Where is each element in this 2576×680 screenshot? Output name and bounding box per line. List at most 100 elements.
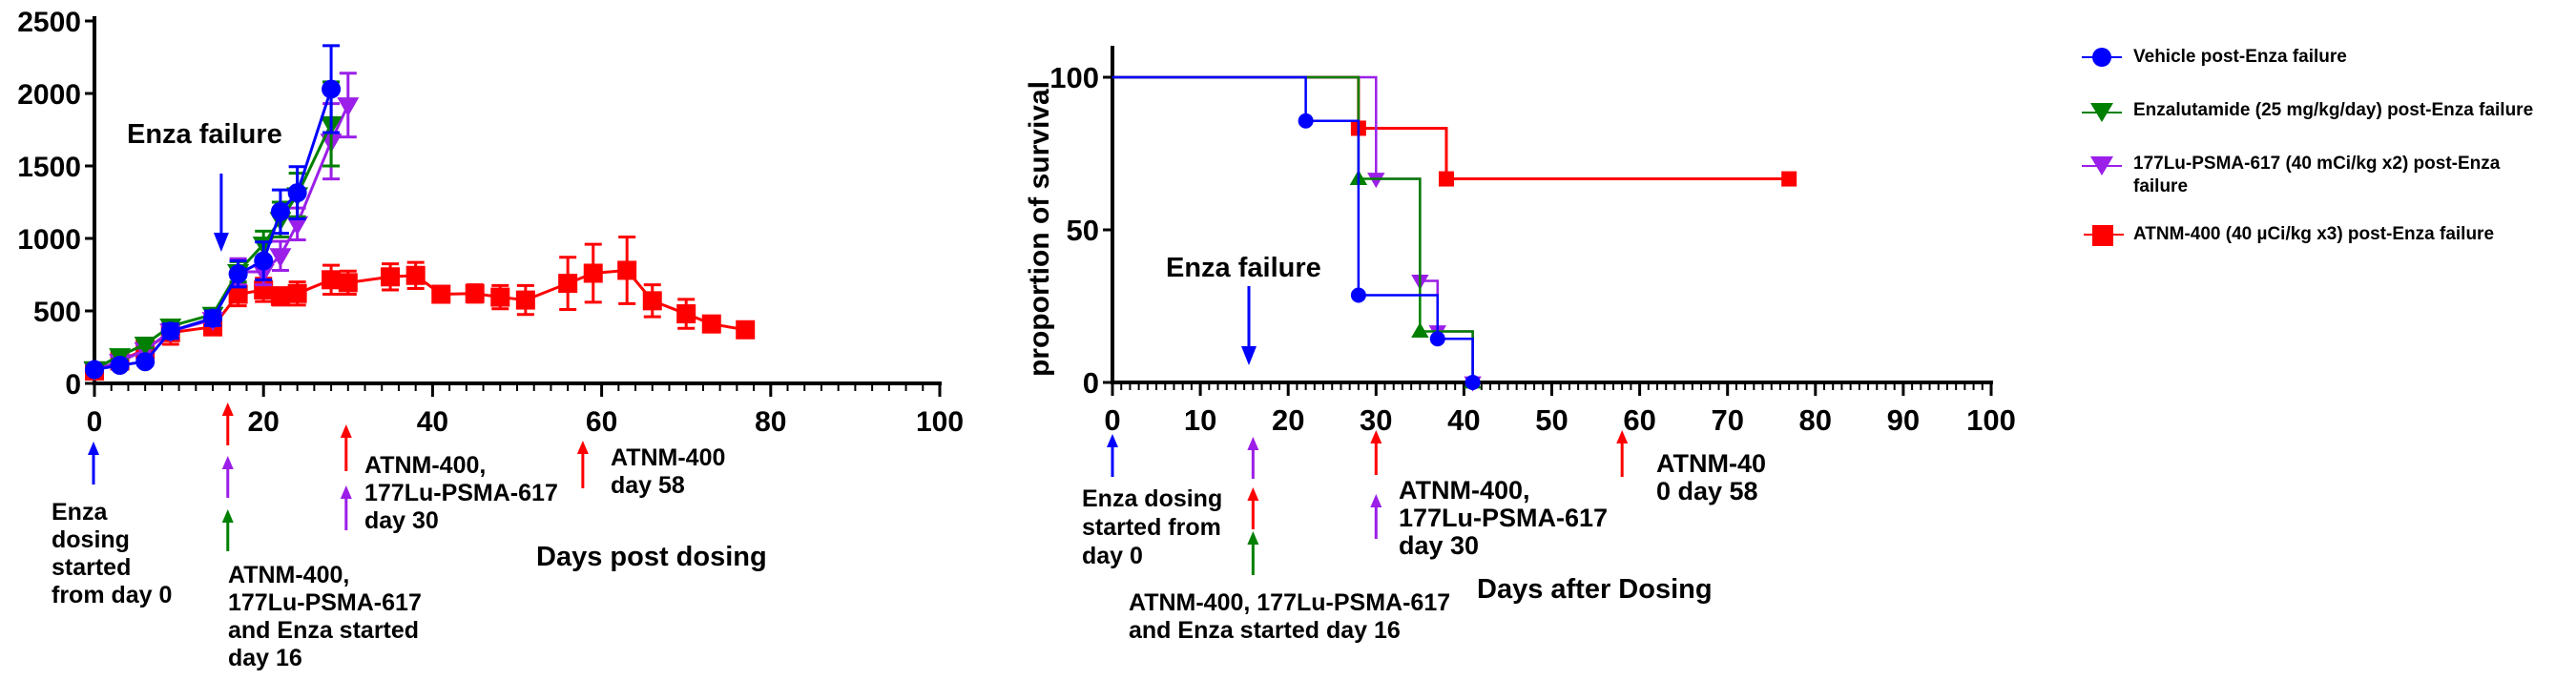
data-point [203,308,223,328]
x-tick-label: 20 [1272,403,1304,437]
arrow-day16-lu177-head [221,456,234,469]
data-point [736,319,756,340]
km-event-marker [1411,321,1429,338]
data-point [676,304,696,324]
arrow-day0-vehicle-head [1107,434,1118,447]
y-tick-label: 100 [1049,61,1099,94]
x-tick-label: 60 [1623,403,1655,437]
x-tick-label: 90 [1887,403,1920,437]
y-tick-label: 2000 [17,79,81,111]
annotation-day58-line: 0 day 58 [1656,477,1758,505]
annotation-day58-line: ATNM-400 [611,444,725,471]
x-tick-label: 80 [755,406,786,438]
x-tick-label: 10 [1184,403,1216,437]
legend-item-atnm400: ATNM-400 (40 µCi/kg x3) post-Enza failur… [2080,223,2576,252]
annotation-day58-line: day 58 [611,472,685,499]
x-tick-label: 80 [1799,403,1832,437]
annotation-day16-line: ATNM-400, [228,562,349,588]
data-point [701,314,721,334]
data-point [286,216,309,236]
arrow-day16-atnm400-head [221,402,234,416]
data-point [322,79,342,99]
x-tick-label: 100 [916,406,964,438]
km-event-marker [1465,375,1481,390]
legend-label: Enzalutamide (25 mg/kg/day) post-Enza fa… [2133,100,2534,120]
km-event-marker [1367,173,1385,189]
annotation-day16-line: and Enza started [228,617,419,644]
triangle-down-marker-icon [2082,156,2122,175]
enza-failure-arrow-head [213,233,229,252]
data-point [85,360,104,380]
arrow-day0-vehicle-head [88,442,99,455]
annotation-day16-line: 177Lu-PSMA-617 [228,589,422,616]
data-point [135,352,156,372]
data-point [110,356,130,375]
triangle-down-marker-icon [2082,103,2122,122]
legend-label: 177Lu-PSMA-617 (40 mCi/kg x2) post-Enza … [2133,154,2501,196]
data-point [254,251,274,271]
km-curve-atnm400 [1112,75,1790,181]
x-axis-title: Days after Dosing [1477,574,1713,605]
km-series-atnm400 [1112,75,1797,187]
data-point [583,263,603,283]
data-point [270,286,290,306]
annotation-day0-line: Enza [52,499,108,525]
enza-failure-label: Enza failure [1166,253,1321,283]
data-point [269,248,292,268]
x-tick-label: 20 [248,406,280,438]
data-point [381,267,401,287]
x-tick-label: 50 [1535,403,1568,437]
y-tick-label: 50 [1067,214,1099,247]
arrow-day16-lu177-head [1247,437,1259,450]
km-series-lu177 [1112,75,1482,392]
annotation-day30-line: 177Lu-PSMA-617 [1399,504,1608,532]
annotation-day30-line: ATNM-400, [1399,476,1530,505]
data-point [287,183,307,203]
data-point [431,284,451,304]
legend: Vehicle post-Enza failure Enzalutamide (… [2080,46,2576,277]
data-point [465,283,485,303]
data-point [228,264,248,284]
data-point [228,284,248,304]
y-tick-label: 1000 [17,224,81,256]
annotation-day30-line: 177Lu-PSMA-617 [364,480,558,506]
data-point [515,290,535,310]
legend-item-enzalutamide: Enzalutamide (25 mg/kg/day) post-Enza fa… [2080,99,2576,128]
arrow-day16-atnm400-head [1247,487,1259,501]
data-point [270,201,290,221]
arrow-day30-lu177-head [340,485,352,499]
km-censor-marker [1781,171,1797,187]
y-tick-label: 0 [65,369,81,401]
km-curve-enzalutamide [1112,75,1474,382]
arrow-day58-atnm400-head [1616,430,1629,443]
annotation-day0-line: from day 0 [52,582,172,608]
y-tick-label: 500 [33,297,81,328]
arrow-day30-lu177-head [1370,494,1382,507]
tumor-volume-chart: 0 500 1000 1500 2000 2500 0 20 40 60 80 100 Enza fai… [17,7,964,671]
square-marker-icon [2084,225,2124,246]
legend-label: Vehicle post-Enza failure [2133,47,2347,67]
series-vehicle [85,44,342,380]
data-point [337,97,360,117]
data-point [338,273,358,293]
x-tick-label: 40 [417,406,448,438]
data-point [160,321,180,341]
x-tick-label: 70 [1711,403,1743,437]
annotation-day0-line: Enza dosing [1082,485,1222,512]
legend-item-lu177: 177Lu-PSMA-617 (40 mCi/kg x2) post-Enza … [2080,153,2576,198]
series-line-vehicle [93,88,333,372]
legend-item-vehicle: Vehicle post-Enza failure [2080,46,2576,74]
circle-marker-icon [2082,48,2122,67]
annotation-day0-line: day 0 [1082,543,1143,569]
annotation-day30-line: ATNM-400, [364,452,486,479]
enza-failure-arrow-head [1241,346,1257,365]
km-event-marker [1438,171,1454,187]
x-tick-label: 40 [1447,403,1480,437]
km-event-marker [1429,331,1445,347]
data-point [405,265,426,285]
km-event-marker [1350,287,1366,303]
y-tick-label: 0 [1083,366,1099,400]
annotation-day30-line: day 30 [364,507,439,534]
